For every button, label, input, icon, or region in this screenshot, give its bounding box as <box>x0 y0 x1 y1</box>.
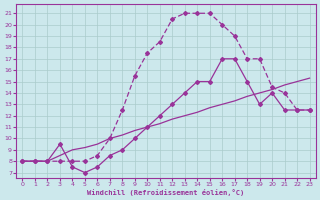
X-axis label: Windchill (Refroidissement éolien,°C): Windchill (Refroidissement éolien,°C) <box>87 189 245 196</box>
